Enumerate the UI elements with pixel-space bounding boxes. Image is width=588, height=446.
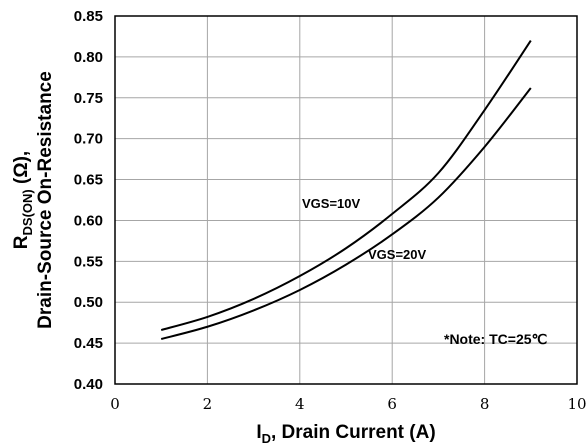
- x-axis-title-sub: D: [262, 431, 271, 446]
- series-line-0: [160, 39, 532, 331]
- x-tick-labels: 0 2 4 6 8 10: [110, 395, 586, 413]
- y-axis-title: RDS(ON) (Ω), Drain-Source On-Resistance: [11, 71, 56, 329]
- x-tick-label: 0: [110, 395, 120, 413]
- y-tick-label: 0.85: [74, 8, 103, 25]
- y-tick-label: 0.75: [74, 90, 103, 107]
- y-tick-label: 0.70: [74, 131, 103, 148]
- y-tick-label: 0.80: [74, 49, 103, 66]
- x-tick-label: 10: [567, 395, 586, 413]
- y-axis-title-main: R: [11, 235, 32, 249]
- x-tick-label: 2: [203, 395, 213, 413]
- y-tick-label: 0.60: [74, 212, 103, 229]
- y-tick-label: 0.65: [74, 172, 103, 189]
- y-tick-label: 0.55: [74, 253, 103, 270]
- note-annotation: *Note: TC=25℃: [444, 331, 548, 347]
- x-tick-label: 8: [480, 395, 490, 413]
- y-axis-title-line1: RDS(ON) (Ω),: [11, 151, 35, 249]
- series-label-vgs-20v: VGS=20V: [368, 247, 427, 262]
- x-axis-title-rest: , Drain Current (A): [271, 422, 436, 443]
- series-label-vgs-10v: VGS=10V: [302, 196, 361, 211]
- y-axis-title-rest: (Ω),: [11, 151, 32, 189]
- y-tick-label: 0.45: [74, 335, 103, 352]
- series-line-1: [160, 87, 532, 340]
- y-axis-title-line2: Drain-Source On-Resistance: [35, 71, 56, 329]
- y-tick-labels: 0.40 0.45 0.50 0.55 0.60 0.65 0.70 0.75 0.80 0.85: [74, 8, 103, 393]
- x-tick-label: 4: [295, 395, 305, 413]
- series-lines: [160, 39, 532, 340]
- x-axis-title-main: I: [256, 422, 261, 443]
- x-tick-label: 6: [387, 395, 397, 413]
- y-tick-label: 0.40: [74, 376, 103, 393]
- plot-frame: [114, 15, 578, 385]
- x-axis-title: ID, Drain Current (A): [256, 422, 435, 446]
- y-tick-label: 0.50: [74, 294, 103, 311]
- y-axis-title-sub: DS(ON): [20, 189, 35, 235]
